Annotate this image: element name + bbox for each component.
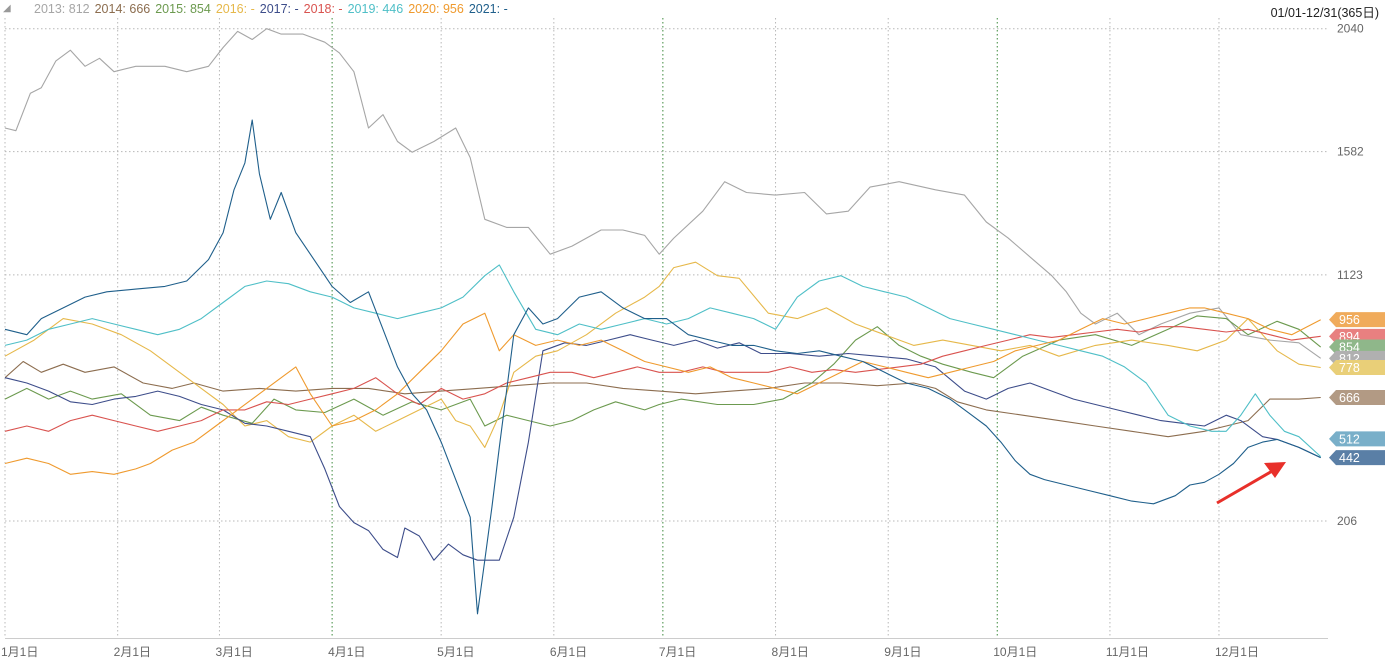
legend-entry[interactable]: 2018: - <box>303 2 343 16</box>
end-marker: 442 <box>1329 450 1385 466</box>
legend-entry[interactable]: 2019: 446 <box>347 2 404 16</box>
end-marker-label: 956 <box>1339 313 1360 327</box>
end-marker-tag <box>1329 450 1385 466</box>
series-line-2018[interactable] <box>4 326 1321 432</box>
x-tick-label: 10月1日 <box>993 645 1037 659</box>
x-tick-label: 7月1日 <box>659 645 696 659</box>
end-marker-tag <box>1329 390 1385 406</box>
legend-entry[interactable]: 2015: 854 <box>155 2 211 16</box>
x-axis: 1月1日 2月1日 3月1日 4月1日 5月1日 6月1日 7月1日 8月1日 9月1日 10月1… <box>1 645 1259 659</box>
end-marker: 666 <box>1329 390 1385 406</box>
end-marker-label: 512 <box>1339 432 1360 446</box>
series-line-2020[interactable] <box>4 307 1321 475</box>
legend: 2013: 812 2014: 666 2015: 854 2016: - 2017: … <box>34 2 513 16</box>
grid <box>4 18 1328 639</box>
corner-triangle-icon[interactable]: ◢ <box>3 3 11 14</box>
y-tick-label: 1123 <box>1337 268 1363 282</box>
arrow-head <box>1264 462 1286 478</box>
x-tick-label: 8月1日 <box>772 645 809 659</box>
end-marker-tag <box>1329 359 1385 375</box>
series-line-2017[interactable] <box>4 334 1321 561</box>
x-tick-label: 3月1日 <box>215 645 252 659</box>
x-tick-label: 5月1日 <box>437 645 474 659</box>
series-line-2016[interactable] <box>4 261 1321 448</box>
series-line-2013[interactable] <box>4 28 1322 359</box>
series-lines <box>4 28 1322 615</box>
end-marker-tag <box>1329 312 1385 328</box>
x-tick-label: 2月1日 <box>114 645 151 659</box>
end-marker: 512 <box>1329 431 1385 447</box>
series-line-2014[interactable] <box>4 360 1321 438</box>
x-tick-label: 11月1日 <box>1106 645 1149 659</box>
x-tick-label: 9月1日 <box>884 645 921 659</box>
legend-entry[interactable]: 2016: - <box>215 2 255 16</box>
end-marker-tag <box>1329 431 1385 447</box>
legend-bar: ◢ 2013: 812 2014: 666 2015: 854 2016: - 2017… <box>0 0 1385 20</box>
x-tick-label: 1月1日 <box>1 645 38 659</box>
red-arrow-annotation <box>1216 462 1286 505</box>
y-tick-label: 206 <box>1337 514 1357 528</box>
series-line-2019[interactable] <box>4 264 1322 458</box>
x-tick-label: 4月1日 <box>328 645 365 659</box>
legend-entry[interactable]: 2013: 812 <box>34 2 90 16</box>
x-tick-label: 6月1日 <box>550 645 587 659</box>
series-line-2021[interactable] <box>4 119 1321 615</box>
legend-entry[interactable]: 2014: 666 <box>94 2 151 16</box>
x-tick-label: 12月1日 <box>1215 645 1259 659</box>
legend-entry[interactable]: 2020: 956 <box>408 2 464 16</box>
arrow-shaft <box>1216 468 1275 505</box>
date-range-label: 01/01-12/31(365日) <box>1270 6 1379 20</box>
y-tick-label: 1582 <box>1337 145 1364 159</box>
end-marker-label: 778 <box>1339 361 1360 375</box>
end-marker: 778 <box>1329 359 1385 375</box>
end-marker: 956 <box>1329 312 1385 328</box>
end-marker-tag <box>1329 339 1385 355</box>
end-marker-label: 442 <box>1339 451 1360 465</box>
y-tick-label: 2040 <box>1337 22 1364 36</box>
legend-entry[interactable]: 2021: - <box>468 2 508 16</box>
y-axis: 2040 1582 1123 206 <box>1337 22 1364 528</box>
series-line-2015[interactable] <box>4 315 1322 427</box>
legend-entry[interactable]: 2017: - <box>259 2 299 16</box>
end-marker-label: 666 <box>1339 391 1360 405</box>
